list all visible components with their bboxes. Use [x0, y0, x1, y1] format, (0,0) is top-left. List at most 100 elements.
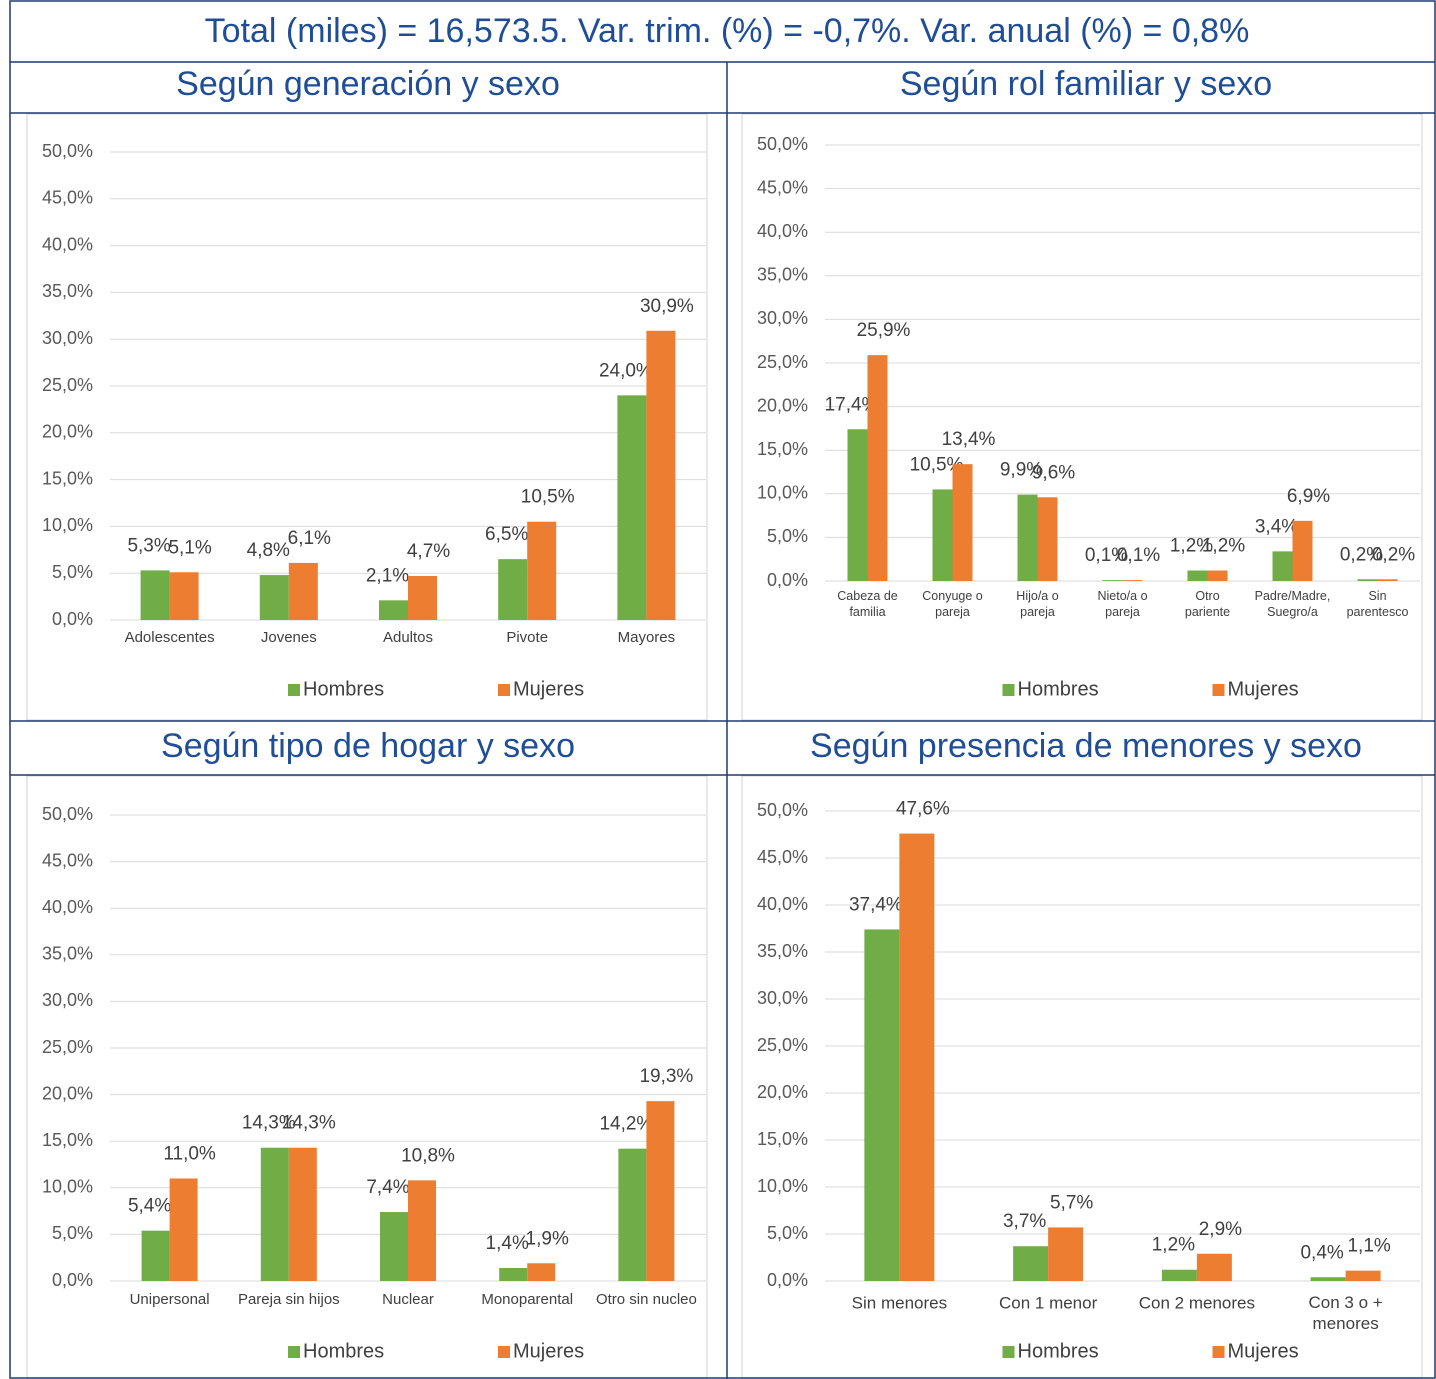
- y-tick-label: 50,0%: [42, 804, 93, 824]
- data-label: 10,5%: [910, 454, 964, 475]
- legend-label: Mujeres: [513, 1340, 584, 1362]
- y-tick-label: 45,0%: [42, 188, 93, 208]
- x-tick-label: Hijo/a o pareja: [1016, 589, 1058, 619]
- data-label: 5,7%: [1050, 1192, 1093, 1213]
- y-tick-label: 35,0%: [757, 265, 808, 285]
- data-label: 7,4%: [366, 1177, 409, 1198]
- bar: [1048, 1227, 1084, 1281]
- bar: [1187, 570, 1208, 581]
- page-title: Total (miles) = 16,573.5. Var. trim. (%)…: [205, 12, 1250, 50]
- y-tick-label: 40,0%: [757, 894, 808, 914]
- y-tick-label: 5,0%: [52, 562, 93, 582]
- bar: [408, 1180, 436, 1281]
- bar: [1292, 520, 1313, 581]
- y-tick-label: 15,0%: [42, 1130, 93, 1150]
- data-label: 1,2%: [1202, 536, 1245, 557]
- data-label: 1,9%: [526, 1228, 569, 1249]
- y-tick-label: 25,0%: [757, 352, 808, 372]
- legend-swatch: [498, 684, 510, 696]
- bar: [141, 1230, 170, 1281]
- data-label: 4,7%: [407, 541, 450, 562]
- y-tick-label: 0,0%: [52, 1270, 93, 1290]
- x-tick-label: Nieto/a o pareja: [1097, 589, 1147, 619]
- y-tick-label: 45,0%: [757, 847, 808, 867]
- y-tick-label: 20,0%: [42, 422, 93, 442]
- legend-label: Hombres: [303, 678, 384, 700]
- bar: [379, 600, 408, 620]
- legend-label: Mujeres: [1228, 1340, 1299, 1362]
- data-label: 3,4%: [1255, 516, 1298, 537]
- y-tick-label: 25,0%: [757, 1035, 808, 1055]
- x-tick-label: Jovenes: [261, 629, 317, 646]
- y-tick-label: 5,0%: [767, 1223, 808, 1243]
- data-label: 10,8%: [401, 1145, 455, 1166]
- bar: [1207, 570, 1228, 581]
- bar: [1357, 579, 1378, 581]
- y-tick-label: 25,0%: [42, 1037, 93, 1057]
- bar: [617, 395, 647, 620]
- data-label: 4,8%: [247, 540, 290, 561]
- legend-swatch: [1212, 684, 1225, 696]
- y-tick-label: 15,0%: [757, 1129, 808, 1149]
- bar: [847, 429, 868, 581]
- data-label: 6,9%: [1287, 486, 1330, 507]
- data-label: 11,0%: [163, 1143, 216, 1164]
- data-label: 1,1%: [1347, 1236, 1390, 1257]
- bar: [1013, 1246, 1049, 1281]
- data-label: 1,4%: [486, 1233, 529, 1254]
- y-tick-label: 0,0%: [767, 1270, 808, 1290]
- legend-label: Mujeres: [1228, 678, 1299, 700]
- x-tick-label: Sin parentesco: [1347, 589, 1409, 619]
- chart-box: [26, 775, 708, 1379]
- data-label: 6,1%: [288, 528, 331, 549]
- data-label: 19,3%: [639, 1066, 693, 1087]
- data-label: 0,1%: [1085, 545, 1128, 566]
- legend-label: Hombres: [1018, 678, 1099, 700]
- y-tick-label: 10,0%: [42, 515, 93, 535]
- y-tick-label: 0,0%: [767, 570, 808, 590]
- x-tick-label: Con 3 o + menores: [1309, 1293, 1383, 1333]
- bar: [1377, 579, 1398, 581]
- x-tick-label: Pivote: [506, 629, 548, 646]
- y-tick-label: 35,0%: [42, 944, 93, 964]
- data-label: 2,9%: [1199, 1219, 1242, 1240]
- legend-swatch: [498, 1346, 510, 1358]
- y-tick-label: 40,0%: [42, 897, 93, 917]
- y-tick-label: 0,0%: [52, 609, 93, 629]
- x-tick-label: Padre/Madre, Suegro/a: [1255, 589, 1331, 619]
- bar: [169, 1178, 198, 1281]
- bar: [1037, 497, 1058, 581]
- data-label: 2,1%: [366, 565, 409, 586]
- data-label: 14,2%: [599, 1114, 653, 1135]
- data-label: 0,2%: [1340, 544, 1383, 565]
- data-label: 0,1%: [1117, 545, 1160, 566]
- bar: [867, 355, 888, 581]
- bar: [1122, 580, 1143, 581]
- y-tick-label: 15,0%: [757, 439, 808, 459]
- chart-box: [26, 113, 708, 721]
- data-label: 6,5%: [485, 524, 528, 545]
- bar: [288, 1147, 317, 1281]
- y-tick-label: 30,0%: [757, 988, 808, 1008]
- data-label: 0,2%: [1372, 544, 1415, 565]
- bar: [952, 464, 973, 581]
- x-tick-label: Sin menores: [852, 1293, 947, 1312]
- data-label: 47,6%: [896, 799, 950, 820]
- data-label: 1,2%: [1152, 1235, 1195, 1256]
- x-tick-label: Monoparental: [481, 1291, 573, 1308]
- y-tick-label: 45,0%: [42, 850, 93, 870]
- data-label: 37,4%: [849, 894, 903, 915]
- bar: [899, 833, 935, 1281]
- legend-swatch: [288, 684, 300, 696]
- bar: [646, 1101, 675, 1281]
- legend-label: Hombres: [303, 1340, 384, 1362]
- bar: [260, 1147, 289, 1281]
- chart-title: Según rol familiar y sexo: [900, 65, 1272, 103]
- x-tick-label: Nuclear: [382, 1291, 434, 1308]
- bar: [380, 1212, 408, 1281]
- legend-label: Hombres: [1018, 1340, 1099, 1362]
- data-label: 25,9%: [857, 320, 911, 341]
- y-tick-label: 20,0%: [42, 1083, 93, 1103]
- x-tick-label: Otro sin nucleo: [596, 1291, 697, 1308]
